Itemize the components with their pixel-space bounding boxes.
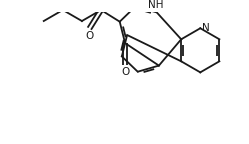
Text: N: N bbox=[202, 23, 210, 33]
Text: O: O bbox=[85, 31, 93, 40]
Text: O: O bbox=[121, 67, 129, 77]
Text: NH: NH bbox=[148, 0, 164, 10]
